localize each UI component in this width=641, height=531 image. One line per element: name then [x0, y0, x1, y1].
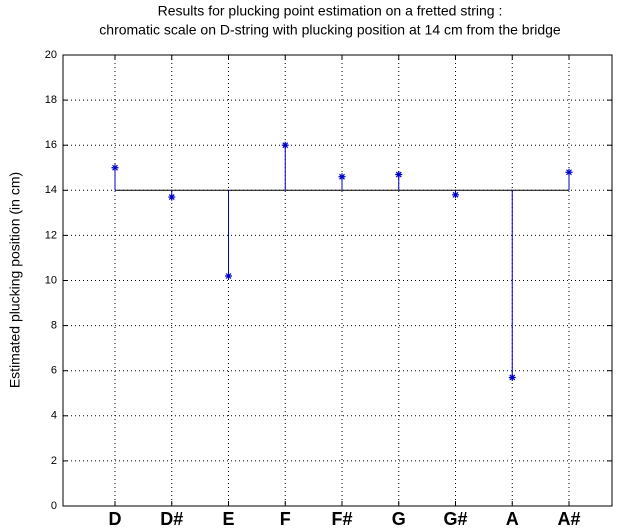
y-tick-label: 0: [51, 500, 57, 512]
y-tick-label: 4: [51, 410, 57, 422]
x-tick-label: D#: [160, 509, 183, 529]
x-tick-label: A#: [557, 509, 580, 529]
x-tick-label: G: [392, 509, 406, 529]
x-tick-label: A: [506, 509, 519, 529]
y-tick-label: 12: [45, 229, 57, 241]
marker: [395, 171, 403, 179]
x-tick-label: G#: [443, 509, 467, 529]
plot-frame: [62, 54, 613, 507]
y-tick-label: 18: [45, 94, 57, 106]
marker: [111, 164, 119, 172]
marker: [168, 193, 176, 201]
y-tick-label: 14: [45, 184, 57, 196]
marker: [452, 191, 459, 199]
x-tick-label: E: [222, 509, 234, 529]
marker: [508, 373, 516, 381]
y-tick-label: 2: [51, 455, 57, 467]
marker: [281, 141, 289, 149]
marker: [565, 168, 573, 176]
chart-title: Results for plucking point estimation on…: [158, 3, 503, 19]
x-tick-label: F#: [331, 509, 352, 529]
y-tick-label: 10: [45, 274, 57, 286]
y-tick-label: 6: [51, 365, 57, 377]
marker: [225, 272, 232, 280]
x-tick-label: D: [109, 509, 122, 529]
y-tick-label: 16: [45, 139, 57, 151]
marker: [338, 173, 346, 181]
x-tick-label: F: [280, 509, 291, 529]
y-tick-label: 8: [51, 320, 57, 332]
y-tick-label: 20: [45, 49, 57, 61]
chart-subtitle: chromatic scale on D-string with pluckin…: [99, 22, 561, 38]
y-axis-label: Estimated plucking position (in cm): [7, 172, 23, 388]
